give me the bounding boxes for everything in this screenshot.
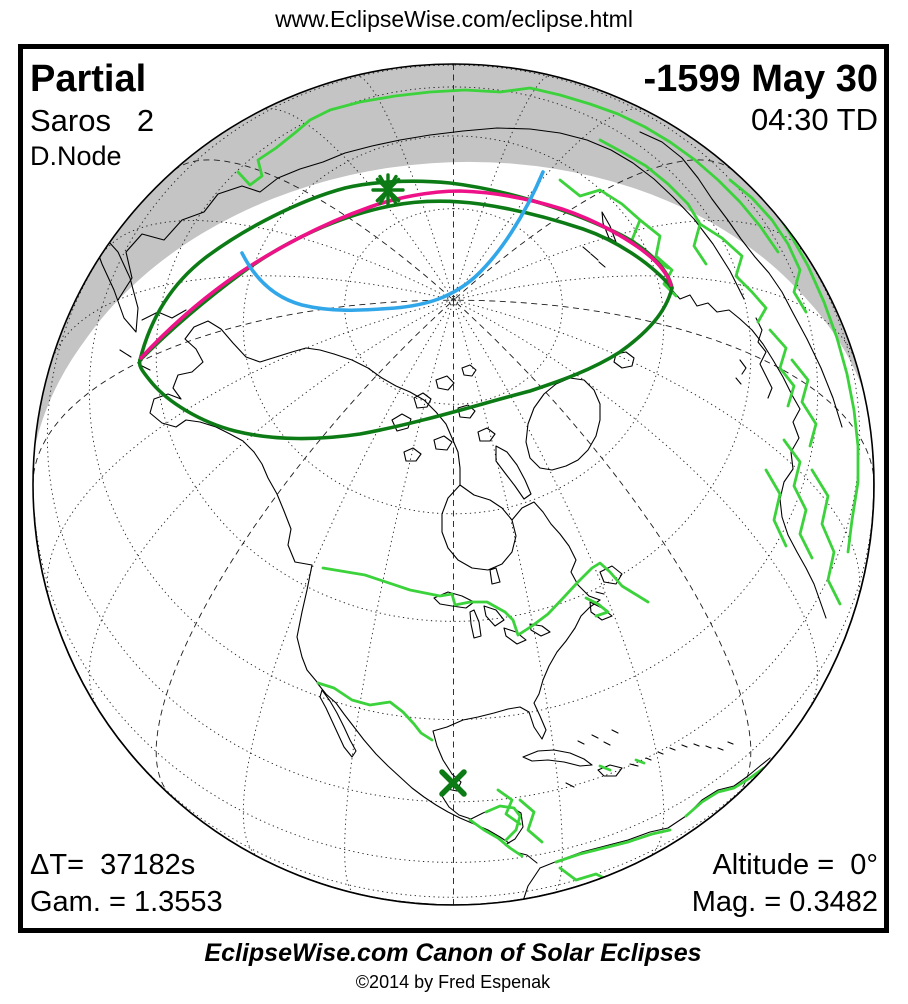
x-icon: [439, 769, 467, 797]
border-asia-4: [638, 218, 678, 298]
border-sa-coast: [554, 766, 766, 864]
graticule-line: [46, 243, 861, 803]
border-hispaniola: [598, 758, 646, 772]
border-africa-1: [782, 438, 814, 560]
coast-japan: [582, 246, 606, 268]
gamma-label: Gam. = 1.3553: [30, 886, 223, 918]
border-asia-3: [698, 222, 768, 324]
caribbean-islands: [522, 729, 734, 788]
coast-south-america: [519, 757, 771, 905]
graticule-line: [453, 299, 874, 485]
riseset-blue-curve: [240, 170, 545, 313]
border-asia-5: [728, 178, 808, 314]
graticule-line: [453, 299, 752, 796]
border-nova-scotia: [584, 596, 610, 618]
terminator-band: [33, 169, 874, 515]
border-central-america: [468, 818, 524, 858]
great-lakes: [433, 591, 551, 645]
graticule: [33, 64, 874, 905]
coast-siberia: [117, 127, 745, 301]
globe-limb: [32, 63, 875, 906]
graticule-line: [116, 736, 791, 898]
graticule-line: [242, 299, 454, 858]
saros-label: Saros 2: [30, 103, 154, 138]
coastlines: [93, 127, 843, 905]
graticule-line: [344, 208, 563, 405]
graticule-line: [88, 64, 819, 721]
coast-hudson-bay: [441, 484, 517, 585]
coast-greenland: [525, 377, 601, 471]
border-us-mexico: [316, 681, 434, 742]
eclipse-type-label: Partial: [30, 58, 146, 100]
coast-alaska: [149, 320, 335, 453]
graticule-line: [173, 159, 454, 301]
footer-copyright: ©2014 by Fred Espenak: [356, 972, 551, 992]
asterisk-icon: [371, 173, 405, 207]
penumbra-limit-oval: [137, 179, 674, 441]
graticule-line: [50, 275, 454, 363]
coast-arctic-canada: [333, 353, 461, 486]
eclipse-curves: [137, 170, 674, 441]
border-europe-africa-1: [768, 328, 796, 408]
coast-labrador: [511, 501, 623, 621]
graticule-line: [155, 299, 454, 796]
coast-china: [671, 289, 793, 396]
coast-asia-pacific: [639, 131, 843, 428]
graticule-line: [88, 299, 454, 708]
coast-iceland: [613, 351, 635, 369]
graticule-line: [453, 159, 734, 301]
coast-baja: [319, 689, 357, 758]
border-europe-africa-2: [790, 358, 818, 448]
time-label: 04:30 TD: [751, 102, 878, 137]
border-africa-2: [810, 468, 842, 606]
graticule-line: [453, 275, 857, 363]
delta-t-label: ΔT= 37182s: [30, 849, 195, 881]
graticule-line: [33, 299, 454, 485]
graticule-line: [453, 299, 665, 858]
footer-title: EclipseWise.com Canon of Solar Eclipses: [204, 939, 701, 967]
magnitude-label: Mag. = 0.3482: [692, 886, 878, 918]
date-label: -1599 May 30: [644, 58, 879, 100]
border-africa-3: [764, 468, 788, 548]
riseset-limit-lower: [138, 199, 674, 362]
border-russia: [236, 86, 780, 254]
altitude-label: Altitude = 0°: [712, 849, 878, 881]
border-sa-inner-2: [598, 888, 698, 904]
coast-europe: [735, 317, 773, 399]
page-url: www.EclipseWise.com/eclipse.html: [274, 6, 633, 32]
globe-content: [33, 64, 874, 905]
coast-west-na: [253, 451, 319, 685]
border-yucatan: [484, 804, 522, 842]
map-frame-overlay: [18, 44, 889, 933]
graticule-line: [453, 299, 819, 708]
border-asia-2: [598, 138, 708, 266]
border-us-canada: [321, 561, 650, 637]
max-eclipse-riseset: [139, 189, 673, 360]
node-label: D.Node: [30, 141, 122, 171]
